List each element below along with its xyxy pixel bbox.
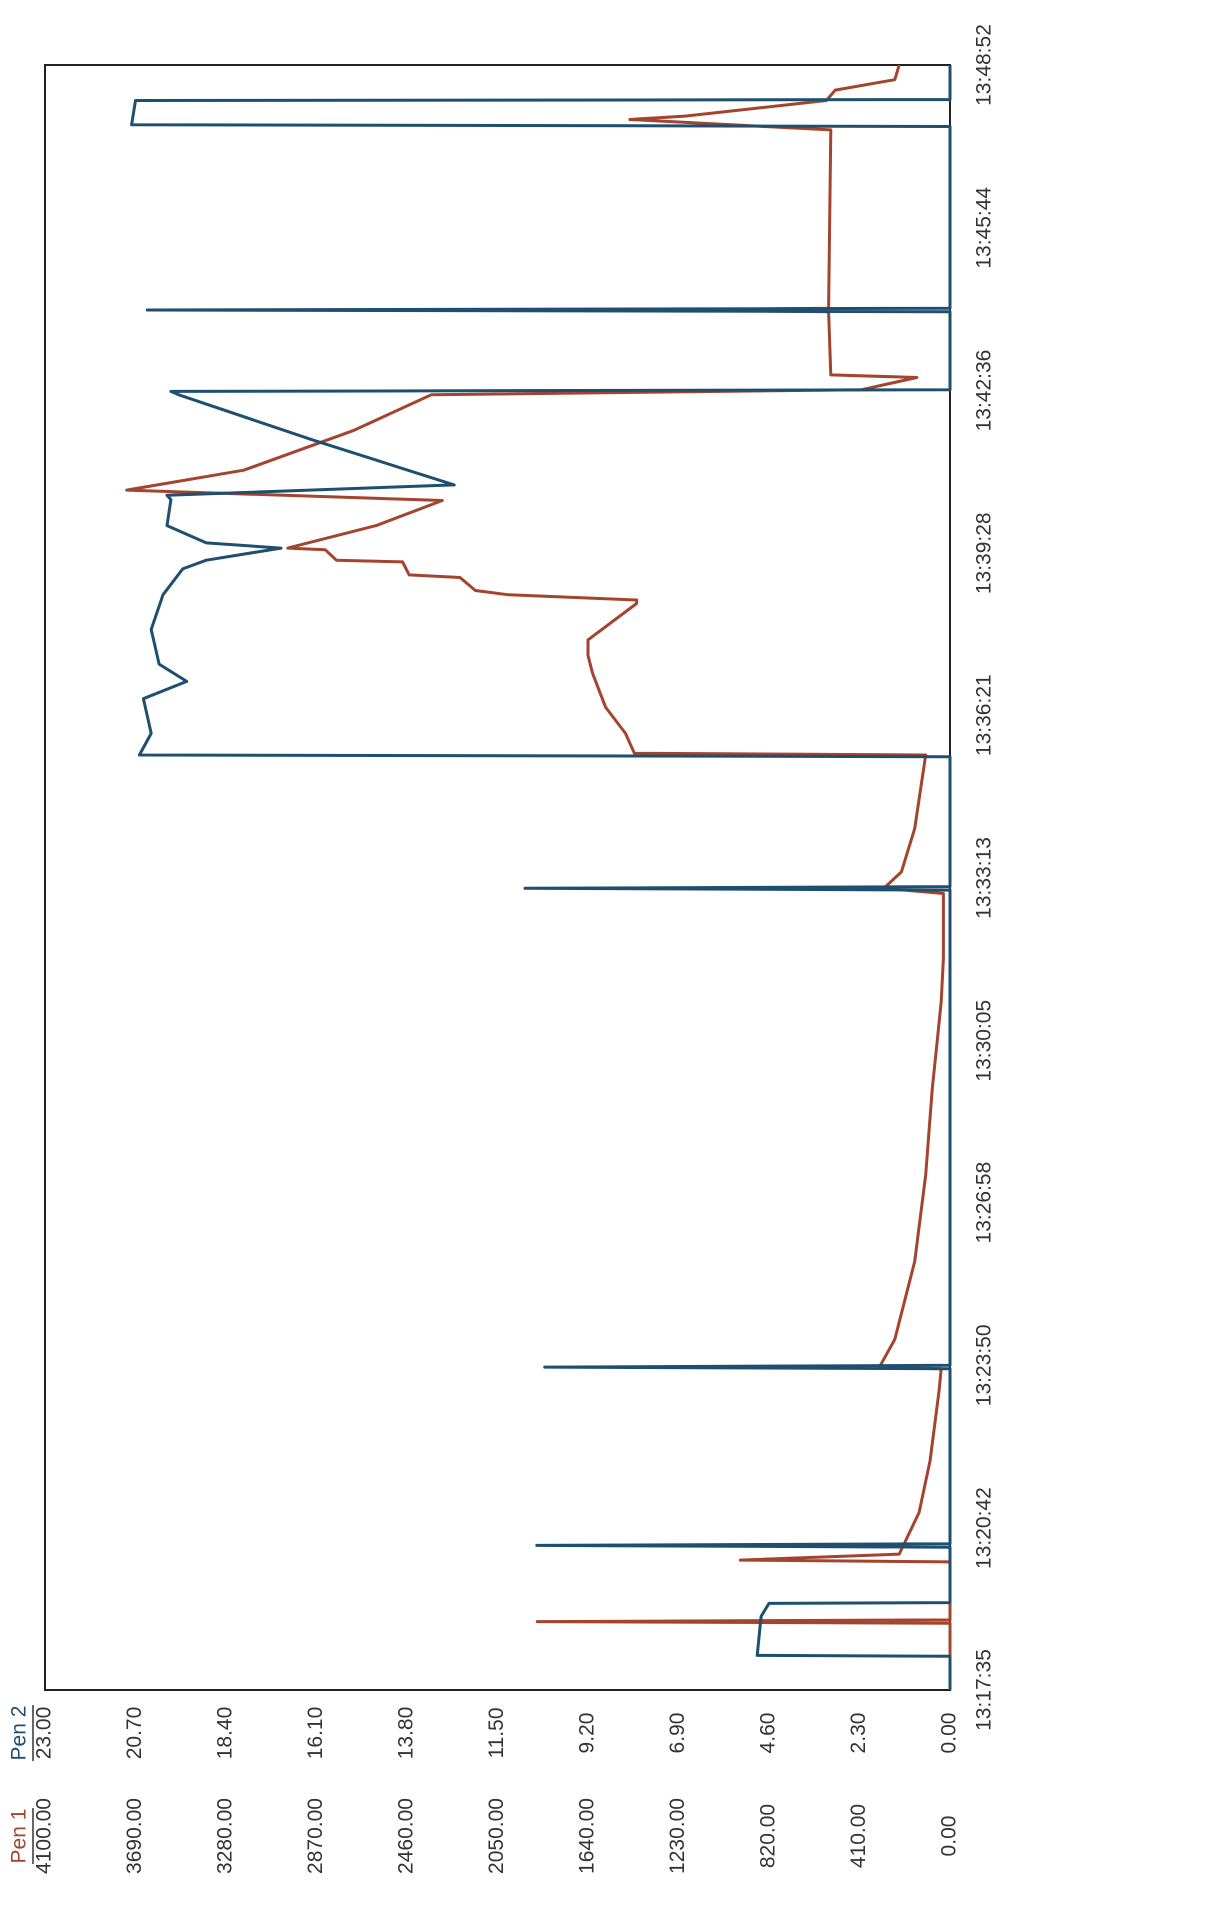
- x-tick-label: 13:33:13: [973, 837, 996, 919]
- y2-tick-label: 23.00: [33, 1707, 56, 1760]
- series-line: [130, 65, 952, 1690]
- y-tick-label: 2460.00: [395, 1798, 418, 1874]
- x-tick-label: 13:42:36: [973, 350, 996, 432]
- y-tick-label: 820.00: [757, 1804, 780, 1868]
- x-tick-label: 13:45:44: [973, 187, 996, 269]
- y2-tick-label: 9.20: [576, 1713, 599, 1754]
- x-tick-label: 13:30:05: [973, 1000, 996, 1082]
- y-tick-label: 410.00: [847, 1804, 870, 1868]
- x-tick-label: 13:48:52: [973, 24, 996, 106]
- pen-header: Pen 2: [8, 1706, 31, 1761]
- x-tick-label: 13:36:21: [973, 674, 996, 756]
- x-tick-label: 13:20:42: [973, 1487, 996, 1569]
- x-tick-label: 13:23:50: [973, 1324, 996, 1406]
- y2-tick-label: 0.00: [938, 1713, 961, 1754]
- y-tick-label: 2050.00: [485, 1798, 508, 1874]
- x-tick-label: 13:39:28: [973, 512, 996, 594]
- y2-tick-label: 16.10: [304, 1707, 327, 1760]
- y-tick-label: 1640.00: [576, 1798, 599, 1874]
- pen-header: Pen 1: [8, 1809, 31, 1864]
- y2-tick-label: 20.70: [123, 1707, 146, 1760]
- y-tick-label: 3690.00: [123, 1798, 146, 1874]
- y-tick-label: 1230.00: [666, 1798, 689, 1874]
- x-tick-label: 13:17:35: [973, 1649, 996, 1731]
- y-tick-label: 3280.00: [214, 1798, 237, 1874]
- series-line: [125, 64, 952, 1690]
- y2-tick-label: 2.30: [847, 1713, 870, 1754]
- y2-tick-label: 11.50: [485, 1708, 508, 1759]
- y2-tick-label: 18.40: [214, 1707, 237, 1760]
- y2-tick-label: 13.80: [395, 1707, 418, 1760]
- y-tick-label: 2870.00: [304, 1798, 327, 1874]
- x-tick-label: 13:26:58: [973, 1162, 996, 1244]
- y2-tick-label: 4.60: [757, 1713, 780, 1754]
- y-tick-label: 0.00: [938, 1816, 961, 1857]
- y-tick-label: 4100.00: [33, 1798, 56, 1874]
- y2-tick-label: 6.90: [666, 1713, 689, 1754]
